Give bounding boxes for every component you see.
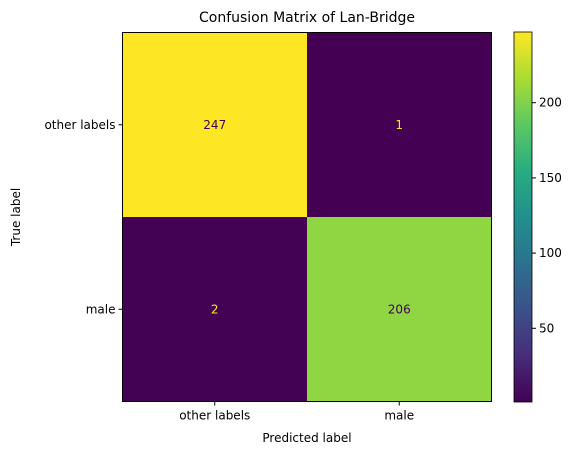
heatmap-cells bbox=[122, 32, 492, 402]
x-axis-ticks: other labels male bbox=[179, 401, 414, 423]
heatmap-cell bbox=[122, 32, 307, 217]
colorbar-tick-label: 100 bbox=[539, 246, 562, 260]
y-axis-ticks: other labels male bbox=[44, 118, 123, 316]
x-tick-label: other labels bbox=[179, 409, 250, 423]
colorbar bbox=[513, 31, 533, 403]
colorbar-tick-label: 50 bbox=[539, 321, 554, 335]
cell-value-label: 247 bbox=[203, 118, 226, 132]
colorbar-tick-label: 150 bbox=[539, 171, 562, 185]
x-tick-label: male bbox=[384, 409, 414, 423]
x-axis-label: Predicted label bbox=[262, 431, 351, 445]
colorbar-ticks: 50 100 150 200 bbox=[532, 96, 562, 335]
colorbar-tick-label: 200 bbox=[539, 96, 562, 110]
cell-value-label: 2 bbox=[211, 302, 219, 316]
cell-value-labels: 247 1 2 206 bbox=[203, 118, 410, 317]
heatmap-cell bbox=[122, 217, 307, 402]
y-tick-label: other labels bbox=[44, 118, 115, 132]
cell-value-label: 1 bbox=[395, 118, 403, 132]
heatmap-cell bbox=[307, 217, 492, 402]
y-tick-label: male bbox=[86, 302, 116, 316]
heatmap-cell bbox=[307, 32, 492, 217]
chart-title: Confusion Matrix of Lan-Bridge bbox=[199, 10, 415, 26]
plot-frame bbox=[122, 32, 492, 402]
y-axis-label: True label bbox=[9, 188, 23, 247]
cell-value-label: 206 bbox=[388, 302, 411, 316]
